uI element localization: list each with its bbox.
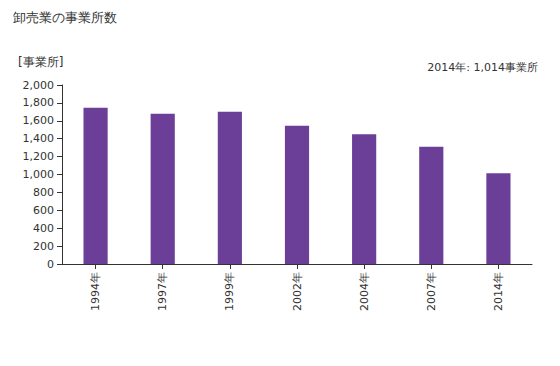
svg-text:1,800: 1,800	[23, 96, 55, 109]
svg-text:[事業所]: [事業所]	[18, 55, 63, 69]
svg-text:1,600: 1,600	[23, 114, 55, 127]
svg-text:2,000: 2,000	[23, 79, 55, 92]
svg-text:0: 0	[47, 258, 54, 271]
svg-text:400: 400	[33, 222, 54, 235]
svg-text:2014年: 1,014事業所: 2014年: 1,014事業所	[427, 61, 538, 74]
svg-text:2007年: 2007年	[425, 272, 438, 311]
svg-text:800: 800	[33, 186, 54, 199]
svg-text:1999年: 1999年	[223, 272, 236, 311]
svg-text:1994年: 1994年	[89, 272, 102, 311]
svg-text:1,400: 1,400	[23, 132, 55, 145]
svg-text:1,200: 1,200	[23, 150, 55, 163]
svg-text:2002年: 2002年	[291, 272, 304, 311]
svg-text:1997年: 1997年	[156, 272, 169, 311]
svg-text:600: 600	[33, 204, 54, 217]
svg-text:2004年: 2004年	[358, 272, 371, 311]
svg-text:1,000: 1,000	[23, 168, 55, 181]
svg-text:卸売業の事業所数: 卸売業の事業所数	[13, 10, 117, 25]
svg-text:200: 200	[33, 240, 54, 253]
svg-text:2014年: 2014年	[492, 272, 505, 311]
